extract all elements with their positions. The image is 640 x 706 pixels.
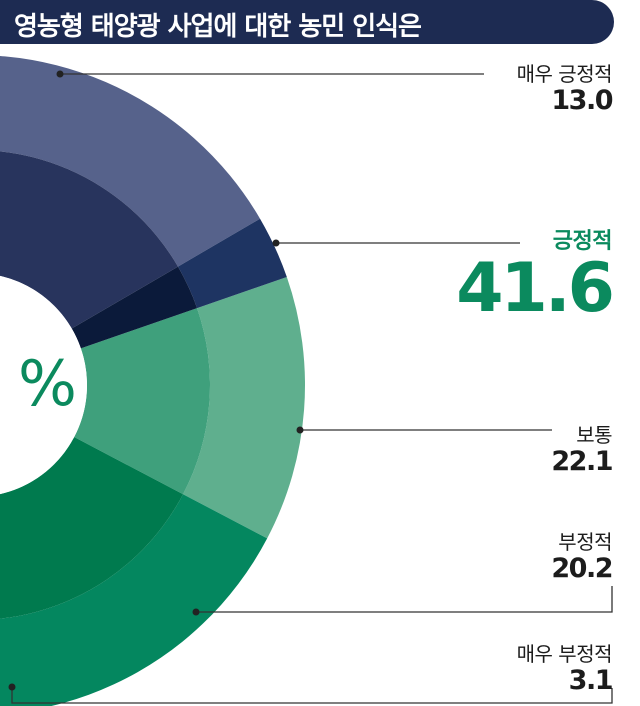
leader-line-4	[11, 687, 613, 704]
leader-dot-1	[272, 239, 280, 247]
label-neutral: 보통 22.1	[551, 423, 613, 477]
title-bar: 영농형 태양광 사업에 대한 농민 인식은	[0, 0, 614, 44]
outer-slice-3	[0, 56, 261, 267]
leader-line-3	[196, 586, 613, 613]
inner-slice-0	[74, 308, 210, 495]
label-very-positive: 매우 긍정적 13.0	[516, 62, 614, 116]
label-name: 매우 부정적	[516, 642, 613, 666]
label-value: 20.2	[551, 553, 613, 584]
leader-dot-0	[56, 70, 64, 78]
outer-slice-1	[0, 494, 268, 706]
inner-slice-1	[0, 437, 184, 619]
donut-hole	[0, 275, 87, 495]
label-value: 13.0	[551, 85, 613, 116]
label-value: 41.6	[456, 249, 615, 328]
label-name: 부정적	[558, 530, 612, 554]
label-value: 3.1	[568, 665, 614, 696]
label-negative: 부정적 20.2	[551, 530, 613, 584]
label-name: 매우 긍정적	[516, 62, 613, 86]
chart-title: 영농형 태양광 사업에 대한 농민 인식은	[14, 12, 422, 42]
label-name: 보통	[576, 423, 612, 447]
label-value: 22.1	[551, 446, 613, 477]
leader-lines	[11, 73, 613, 704]
outer-slice-0	[183, 277, 305, 539]
inner-slice-4	[71, 266, 198, 349]
outer-slice-4	[177, 218, 287, 309]
leader-dot-4	[8, 683, 16, 691]
center-percent-sign: %	[18, 347, 77, 420]
leader-dot-3	[192, 608, 200, 616]
outer-ring	[0, 56, 305, 706]
label-name: 긍정적	[552, 229, 613, 254]
leader-dot-2	[296, 426, 304, 434]
label-very-negative: 매우 부정적 3.1	[516, 642, 614, 696]
inner-slice-3	[0, 151, 178, 329]
inner-ring	[0, 151, 210, 619]
label-positive: 긍정적 41.6	[456, 229, 615, 328]
leader-dots	[8, 70, 304, 691]
